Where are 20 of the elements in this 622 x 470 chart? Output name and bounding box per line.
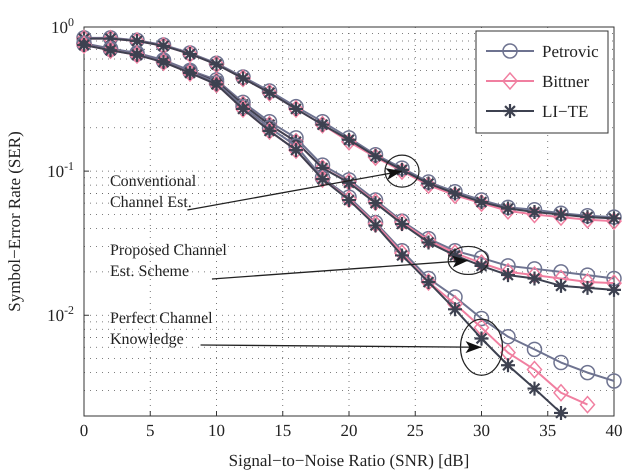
annotation: Proposed Channel Est. Scheme	[110, 242, 228, 280]
x-tick-label: 20	[340, 421, 358, 440]
y-tick-label: 10$^{0}$	[51, 14, 74, 37]
y-axis-title: Symbol−Error Rate (SER)	[5, 131, 24, 312]
legend-label: LI−TE	[542, 102, 588, 121]
legend-label: Petrovic	[542, 42, 600, 61]
x-tick-label: 15	[274, 421, 292, 440]
x-tick-label: 0	[80, 421, 88, 440]
annotation: Conventional Channel Est.	[110, 173, 197, 211]
legend-label: Bittner	[542, 72, 590, 91]
x-tick-label: 10	[208, 421, 225, 440]
x-tick-label: 35	[539, 421, 556, 440]
x-tick-label: 40	[606, 421, 622, 440]
y-tick-label: 10$^{-1}$	[47, 159, 74, 182]
x-tick-label: 25	[406, 421, 424, 440]
x-tick-label: 5	[146, 421, 154, 440]
y-tick-label: 10$^{-2}$	[47, 303, 74, 326]
x-tick-label: 30	[473, 421, 490, 440]
x-axis-title: Signal−to−Noise Ratio (SNR) [dB]	[228, 451, 470, 470]
annotation: Perfect Channel Knowledge	[110, 310, 214, 348]
